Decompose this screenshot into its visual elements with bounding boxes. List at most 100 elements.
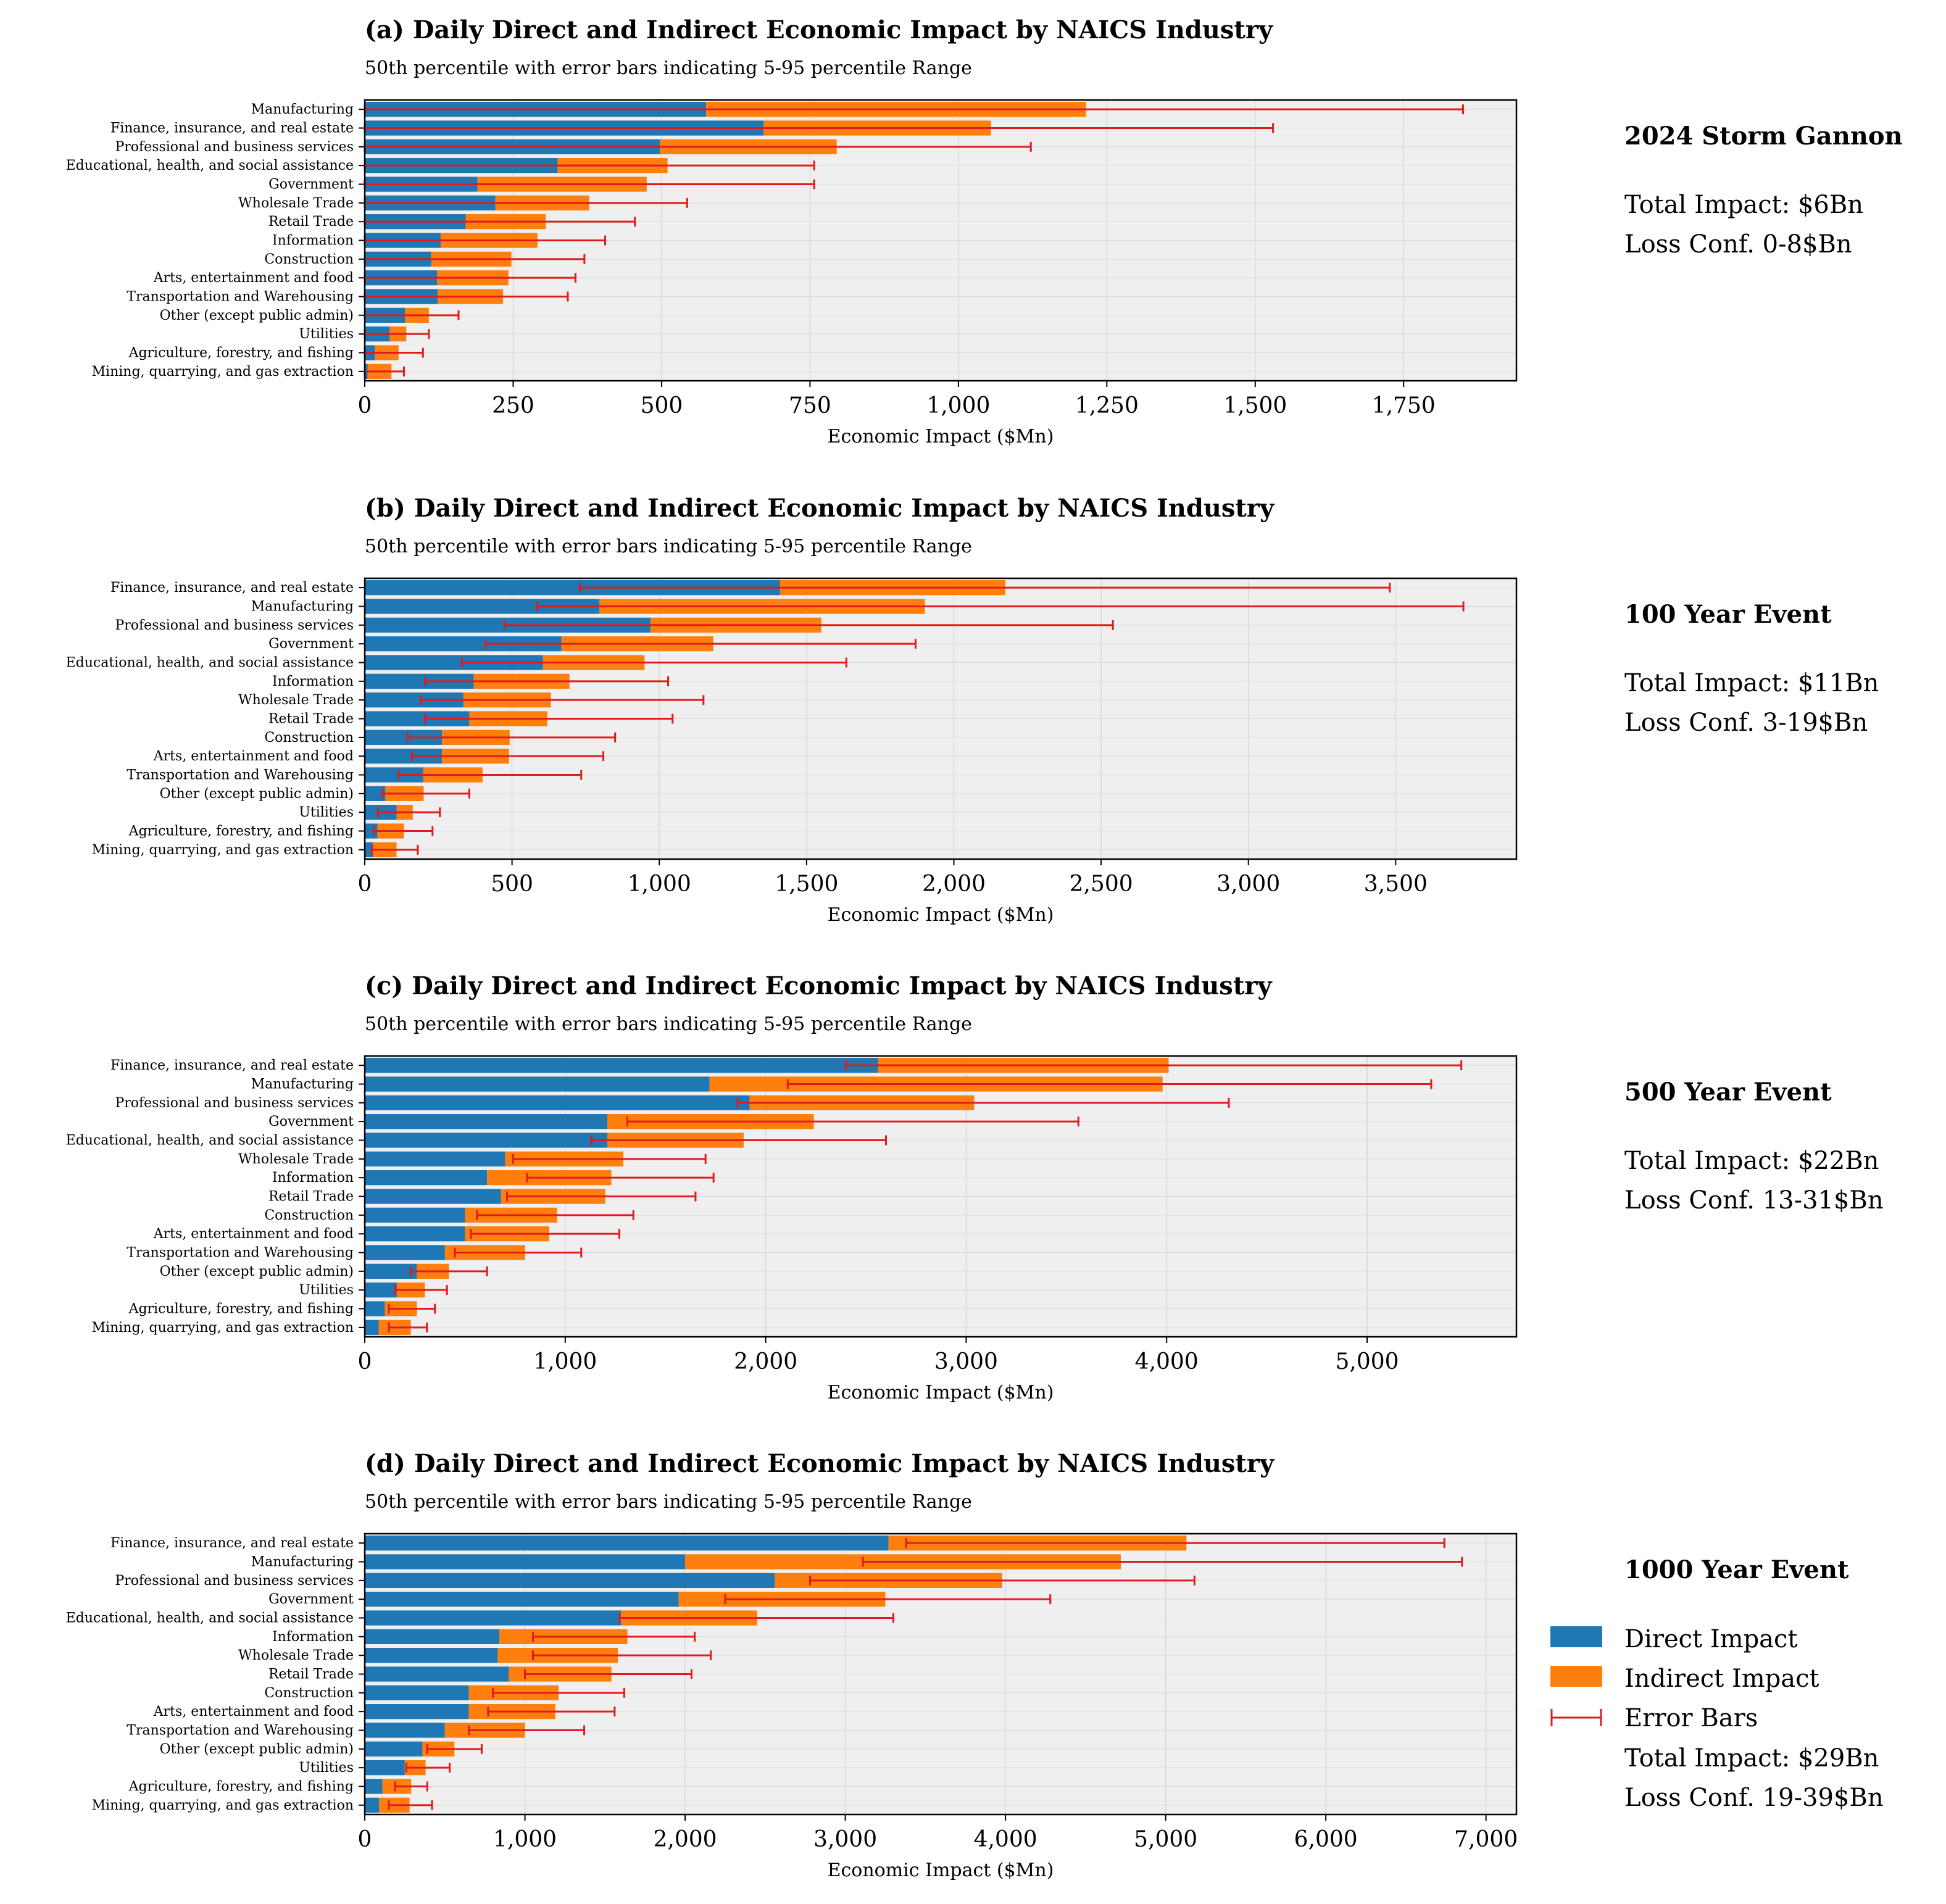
category-label: Educational, health, and social assistan… xyxy=(66,158,354,173)
loss-confidence-text: Loss Conf. 13-31$Bn xyxy=(1624,1186,1884,1215)
category-label: Wholesale Trade xyxy=(238,692,354,708)
chart-subtitle: 50th percentile with error bars indicati… xyxy=(365,57,972,79)
x-axis-label: Economic Impact ($Mn) xyxy=(828,1860,1054,1881)
plot-frame xyxy=(364,577,1518,860)
category-label: Professional and business services xyxy=(115,1573,354,1589)
direct-impact-bar xyxy=(365,1151,505,1166)
direct-impact-bar xyxy=(365,1245,445,1260)
category-label: Information xyxy=(272,1629,354,1645)
direct-impact-bar xyxy=(365,1779,383,1794)
x-tick-label: 4,000 xyxy=(1135,1349,1199,1374)
category-label: Government xyxy=(268,636,354,652)
category-label: Retail Trade xyxy=(268,1667,354,1682)
plot-frame xyxy=(364,1055,1518,1338)
category-label: Agriculture, forestry, and fishing xyxy=(128,1779,354,1795)
x-tick-label: 3,000 xyxy=(934,1349,998,1374)
x-tick-label: 3,000 xyxy=(1216,871,1280,897)
loss-confidence-text: Loss Conf. 19-39$Bn xyxy=(1624,1784,1884,1812)
category-label: Arts, entertainment and food xyxy=(153,1226,354,1242)
total-impact-text: Total Impact: $6Bn xyxy=(1624,191,1863,219)
event-title: 500 Year Event xyxy=(1624,1078,1832,1107)
category-label: Utilities xyxy=(299,326,354,342)
category-label: Professional and business services xyxy=(115,618,354,633)
event-title: 100 Year Event xyxy=(1624,600,1832,629)
category-label: Other (except public admin) xyxy=(160,1264,354,1279)
x-axis-label: Economic Impact ($Mn) xyxy=(828,1382,1054,1403)
x-tick-label: 1,750 xyxy=(1372,393,1436,418)
x-tick-label: 7,000 xyxy=(1454,1827,1518,1852)
panel-c: (c) Daily Direct and Indirect Economic I… xyxy=(66,971,1884,1403)
category-label: Retail Trade xyxy=(268,712,354,727)
x-tick-label: 1,000 xyxy=(926,393,990,418)
x-tick-label: 1,500 xyxy=(775,871,838,897)
category-label: Government xyxy=(268,1592,354,1607)
direct-impact-bar xyxy=(365,1741,423,1756)
direct-impact-bar xyxy=(365,1723,445,1738)
category-label: Mining, quarrying, and gas extraction xyxy=(92,364,354,380)
direct-impact-bar xyxy=(365,1666,509,1682)
category-label: Other (except public admin) xyxy=(160,308,354,323)
chart-title: (d) Daily Direct and Indirect Economic I… xyxy=(365,1449,1275,1478)
panel-a: (a) Daily Direct and Indirect Economic I… xyxy=(66,15,1903,447)
event-title: 1000 Year Event xyxy=(1624,1555,1849,1584)
x-tick-label: 1,000 xyxy=(493,1827,557,1852)
category-label: Professional and business services xyxy=(115,1095,354,1111)
category-label: Information xyxy=(272,674,354,689)
legend: Direct Impact Indirect Impact Error Bars xyxy=(1550,1625,1819,1732)
direct-impact-bar xyxy=(365,1076,710,1092)
direct-impact-bar xyxy=(365,1760,405,1776)
x-axis-label: Economic Impact ($Mn) xyxy=(828,904,1054,926)
category-label: Professional and business services xyxy=(115,139,354,155)
category-label: Manufacturing xyxy=(251,1077,354,1092)
category-label: Other (except public admin) xyxy=(160,1742,354,1757)
category-label: Mining, quarrying, and gas extraction xyxy=(92,1320,354,1336)
direct-impact-bar xyxy=(365,1554,686,1569)
panel-b: (b) Daily Direct and Indirect Economic I… xyxy=(66,494,1879,926)
x-tick-label: 5,000 xyxy=(1335,1349,1399,1374)
category-label: Wholesale Trade xyxy=(238,1152,354,1167)
category-label: Construction xyxy=(264,730,354,746)
category-label: Retail Trade xyxy=(268,214,354,230)
category-label: Finance, insurance, and real estate xyxy=(110,580,354,596)
category-label: Transportation and Warehousing xyxy=(127,289,354,305)
direct-impact-bar xyxy=(365,1058,878,1073)
direct-impact-bar xyxy=(365,1282,397,1298)
direct-impact-bar xyxy=(365,1133,608,1148)
category-label: Other (except public admin) xyxy=(160,786,354,802)
direct-impact-bar xyxy=(365,1320,379,1335)
legend-direct-label: Direct Impact xyxy=(1624,1625,1798,1653)
category-label: Finance, insurance, and real estate xyxy=(110,1058,354,1073)
direct-impact-bar xyxy=(365,1610,622,1626)
direct-impact-bar xyxy=(365,1704,469,1719)
chart-subtitle: 50th percentile with error bars indicati… xyxy=(365,1013,972,1035)
category-label: Retail Trade xyxy=(268,1189,354,1205)
total-impact-text: Total Impact: $22Bn xyxy=(1624,1147,1879,1175)
category-label: Utilities xyxy=(299,805,354,820)
direct-impact-bar xyxy=(365,1797,380,1813)
category-label: Utilities xyxy=(299,1760,354,1776)
category-label: Manufacturing xyxy=(251,599,354,615)
category-label: Finance, insurance, and real estate xyxy=(110,1536,354,1551)
x-tick-label: 750 xyxy=(789,393,831,418)
category-label: Agriculture, forestry, and fishing xyxy=(128,824,354,839)
x-tick-label: 5,000 xyxy=(1134,1827,1197,1852)
direct-impact-bar xyxy=(365,1629,500,1644)
panel-d: (d) Daily Direct and Indirect Economic I… xyxy=(66,1449,1884,1881)
category-label: Construction xyxy=(264,252,354,267)
x-tick-label: 2,000 xyxy=(654,1827,717,1852)
category-label: Mining, quarrying, and gas extraction xyxy=(92,842,354,858)
category-label: Utilities xyxy=(299,1282,354,1298)
category-label: Transportation and Warehousing xyxy=(127,1723,354,1739)
chart-title: (b) Daily Direct and Indirect Economic I… xyxy=(365,494,1275,523)
direct-impact-bar xyxy=(365,1226,465,1242)
x-tick-label: 4,000 xyxy=(974,1827,1037,1852)
category-label: Educational, health, and social assistan… xyxy=(66,1611,354,1626)
category-label: Manufacturing xyxy=(251,1555,354,1570)
x-tick-label: 2,000 xyxy=(922,871,986,897)
legend-direct-swatch xyxy=(1550,1626,1602,1647)
direct-impact-bar xyxy=(365,1170,488,1186)
x-tick-label: 500 xyxy=(491,871,533,897)
direct-impact-bar xyxy=(365,1263,417,1279)
x-tick-label: 6,000 xyxy=(1294,1827,1358,1852)
